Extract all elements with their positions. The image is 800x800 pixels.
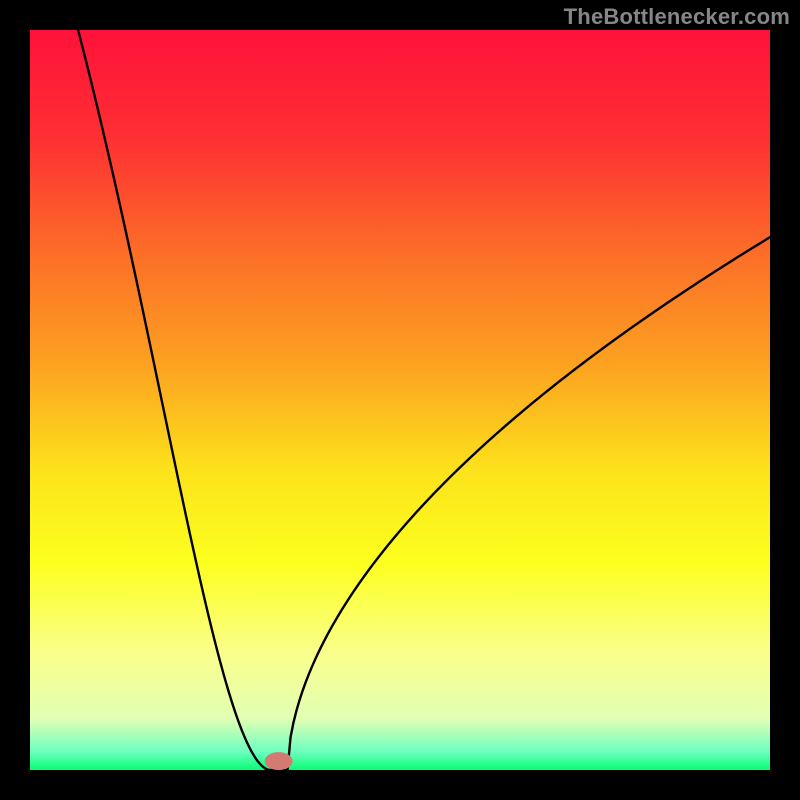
optimum-marker [265,752,293,770]
plot-area [30,30,770,770]
watermark-text: TheBottlenecker.com [564,4,790,30]
